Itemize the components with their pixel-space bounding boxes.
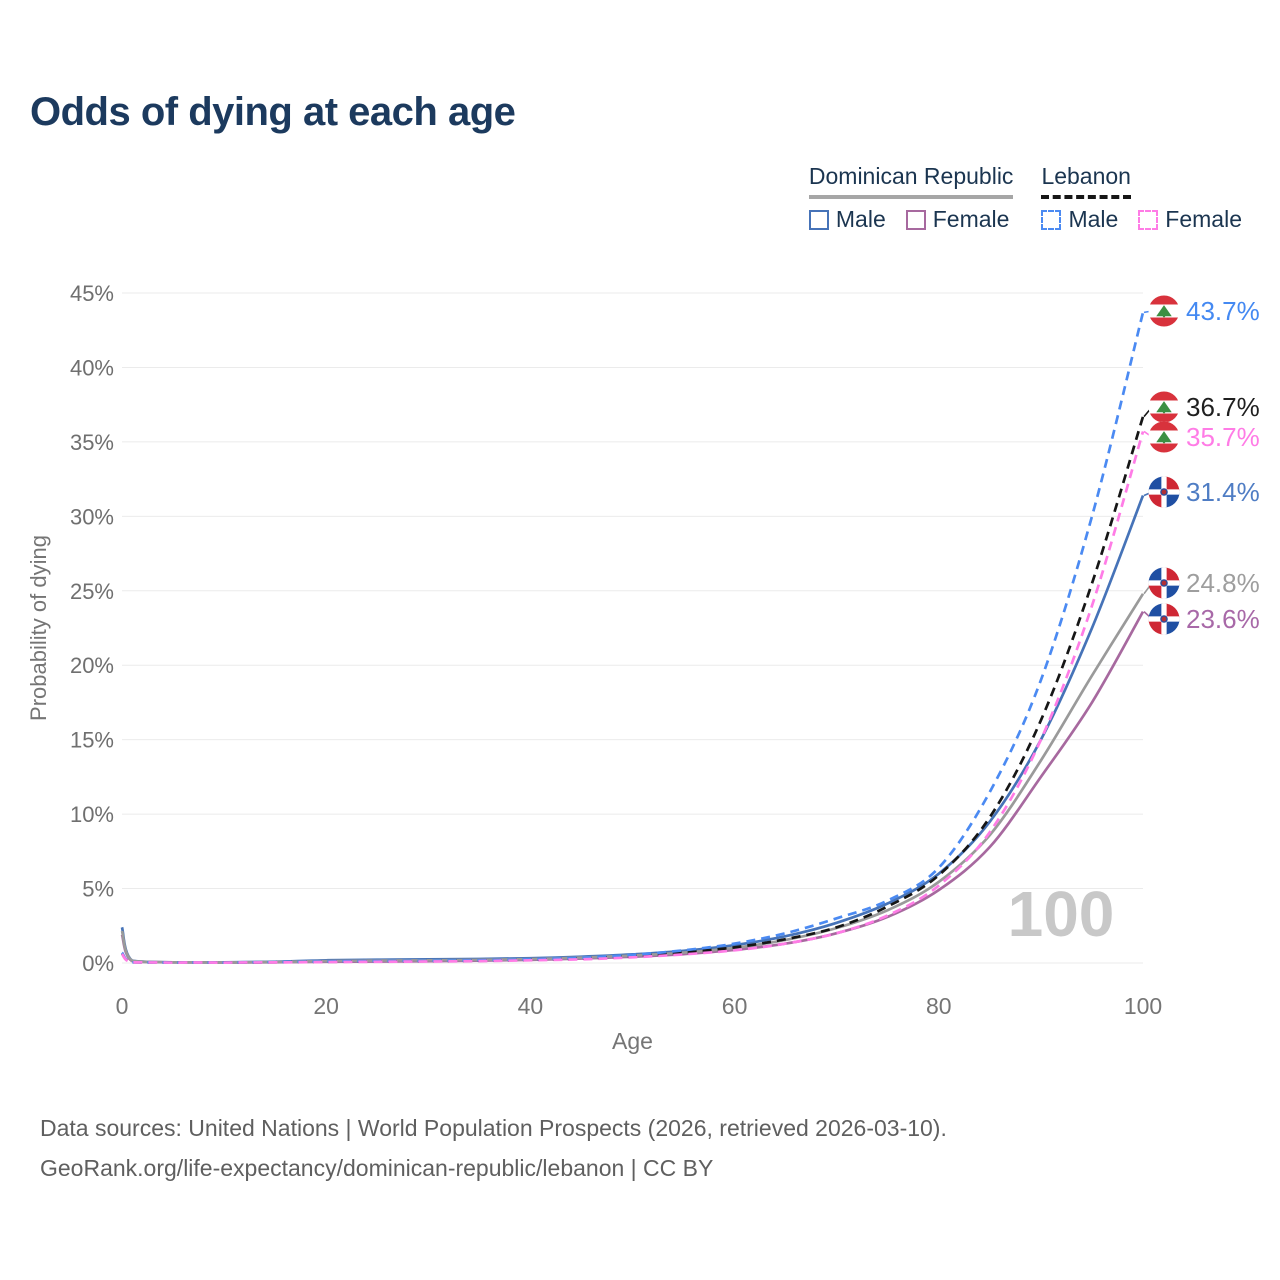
end-label-dr_male: 31.4% xyxy=(1186,477,1260,507)
end-label-lb_female: 35.7% xyxy=(1186,422,1260,452)
series-line-lb_total[interactable] xyxy=(120,416,1145,964)
y-tick-5: 5% xyxy=(82,877,114,902)
legend-header-lebanon[interactable]: Lebanon xyxy=(1041,163,1131,199)
flag-lb-icon xyxy=(1148,421,1180,453)
end-label-lb_male: 43.7% xyxy=(1186,296,1260,326)
dr-male-swatch-icon xyxy=(808,209,829,230)
data-source-line: Data sources: United Nations | World Pop… xyxy=(40,1115,947,1141)
legend-item-lb-female[interactable]: Female xyxy=(1138,206,1242,233)
y-tick-0: 0% xyxy=(82,951,114,976)
flag-do-icon xyxy=(1148,603,1180,635)
legend-header-dominican-republic[interactable]: Dominican Republic xyxy=(808,163,1014,199)
chart-canvas: 0% 5% 10% 15% 20% 25% 30% 35% 40% 45% 0 20 40 60 80 100… xyxy=(26,281,1260,1054)
y-tick-25: 25% xyxy=(70,579,114,604)
dr-female-swatch-icon xyxy=(905,209,926,230)
y-tick-15: 15% xyxy=(70,728,114,753)
legend-item-dr-male[interactable]: Male xyxy=(808,206,886,233)
x-tick-100: 100 xyxy=(1124,993,1162,1019)
hover-age-watermark: 100 xyxy=(1007,878,1115,950)
flag-lb-icon xyxy=(1148,391,1180,423)
legend-label: Male xyxy=(1068,206,1119,232)
footer: Data sources: United Nations | World Pop… xyxy=(40,1108,947,1188)
y-tick-20: 20% xyxy=(70,653,114,678)
page-title: Odds of dying at each age xyxy=(30,90,516,134)
series-line-dr_female[interactable] xyxy=(120,610,1145,964)
x-tick-40: 40 xyxy=(518,993,544,1019)
legend-item-lb-male[interactable]: Male xyxy=(1041,206,1118,233)
y-tick-30: 30% xyxy=(70,504,114,529)
x-axis-label: Age xyxy=(612,1028,653,1054)
legend-label: Female xyxy=(1165,206,1242,232)
series-line-lb_male[interactable] xyxy=(120,312,1145,964)
flag-lb-icon xyxy=(1148,295,1180,327)
x-tick-0: 0 xyxy=(116,993,129,1019)
lb-male-swatch-icon xyxy=(1041,209,1062,230)
end-label-dr_female: 23.6% xyxy=(1186,604,1260,634)
end-label-lb_total: 36.7% xyxy=(1186,392,1260,422)
legend-group-dominican-republic: Dominican Republic Male Female xyxy=(808,163,1014,233)
legend-group-lebanon: Lebanon Male Female xyxy=(1041,163,1242,233)
lb-female-swatch-icon xyxy=(1138,209,1159,230)
y-tick-40: 40% xyxy=(70,355,114,380)
legend-item-dr-female[interactable]: Female xyxy=(905,206,1010,233)
series-line-dr_total[interactable] xyxy=(120,593,1145,964)
flag-do-icon xyxy=(1148,567,1180,599)
x-tick-20: 20 xyxy=(313,993,339,1019)
legend: Dominican Republic Male Female Lebanon M… xyxy=(808,163,1242,233)
y-tick-10: 10% xyxy=(70,802,114,827)
series-line-lb_female[interactable] xyxy=(120,431,1145,965)
y-tick-45: 45% xyxy=(70,281,114,306)
legend-label: Male xyxy=(835,206,886,232)
series-line-dr_male[interactable] xyxy=(120,495,1145,964)
legend-label: Female xyxy=(932,206,1010,232)
attribution-line: GeoRank.org/life-expectancy/dominican-re… xyxy=(40,1155,714,1181)
end-label-dr_total: 24.8% xyxy=(1186,568,1260,598)
flag-do-icon xyxy=(1148,476,1180,508)
x-tick-60: 60 xyxy=(722,993,748,1019)
y-axis-label: Probability of dying xyxy=(26,535,51,721)
x-tick-80: 80 xyxy=(926,993,952,1019)
y-tick-35: 35% xyxy=(70,430,114,455)
